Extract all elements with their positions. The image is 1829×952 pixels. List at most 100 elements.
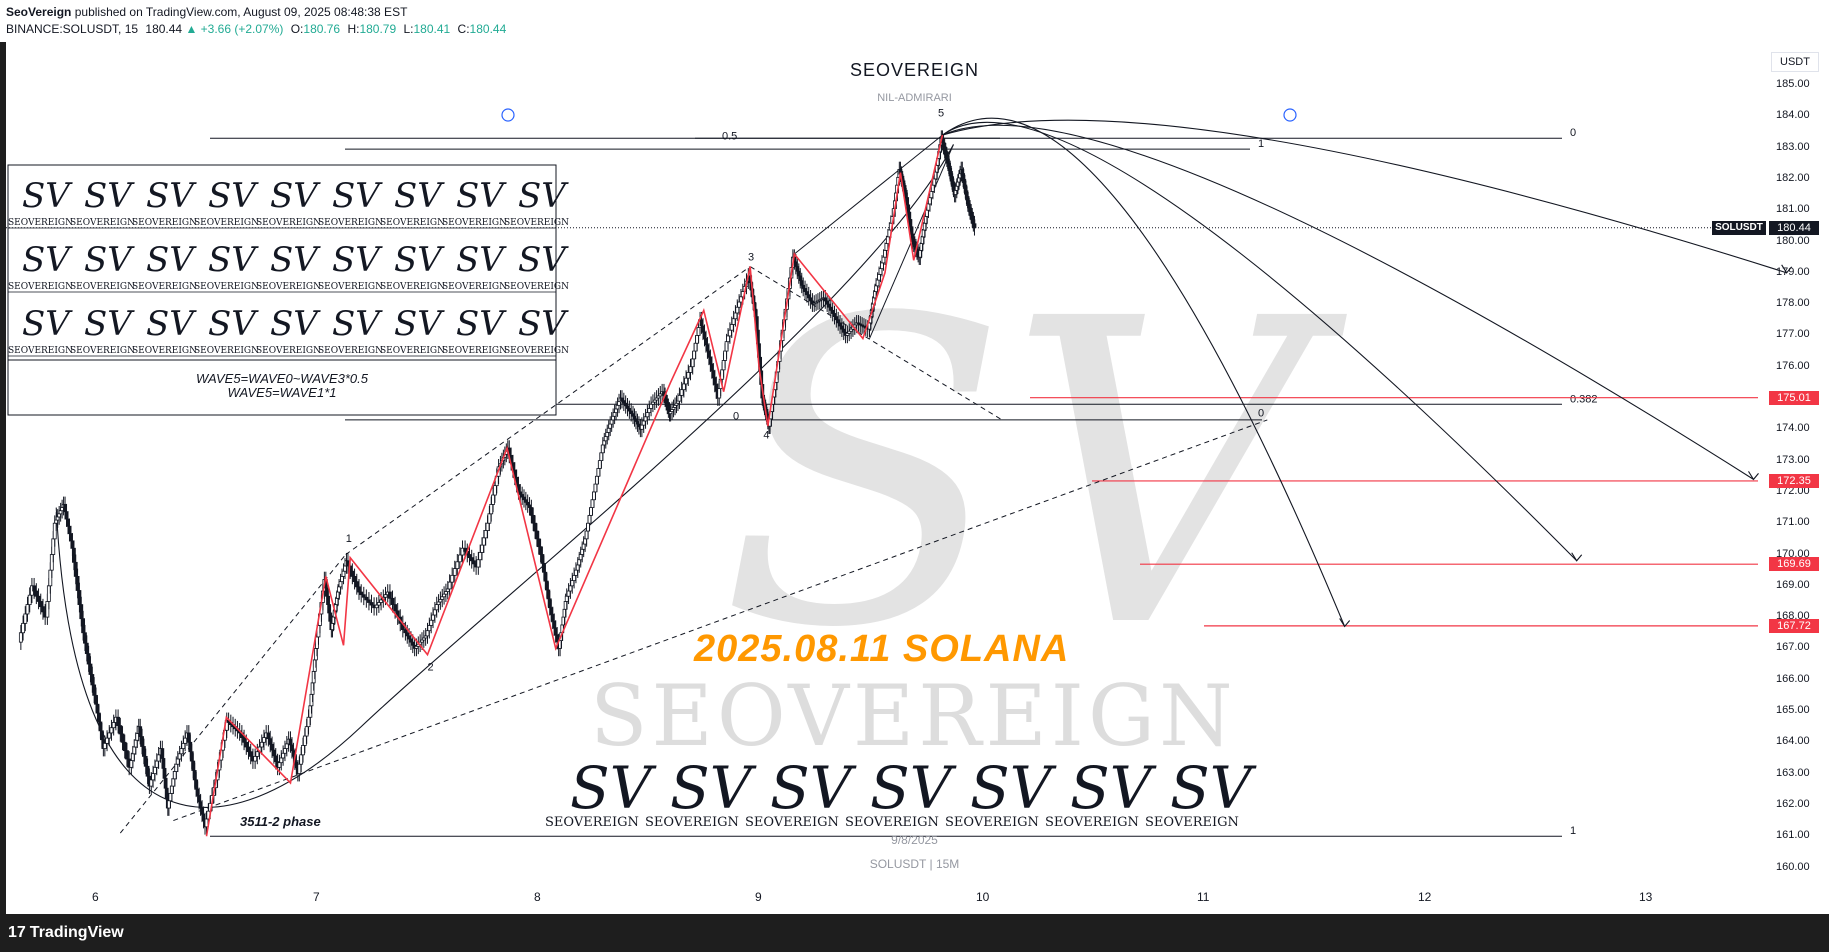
candle-body <box>284 743 289 749</box>
candle-body <box>272 749 276 757</box>
projection-arrowhead <box>1748 471 1759 481</box>
candle-body <box>452 568 457 576</box>
close-value: 180.44 <box>469 22 507 36</box>
logo-tile-word: SEOVEREIGN <box>318 282 383 292</box>
wave-label: 5 <box>938 107 944 119</box>
logo-tile-monogram: SV <box>332 240 383 280</box>
fib-label: 0 <box>733 410 739 422</box>
candle-body <box>480 544 484 553</box>
x-tick-label: 13 <box>1639 890 1653 904</box>
y-tick-label: 176.00 <box>1776 359 1810 372</box>
candle-body <box>273 755 278 763</box>
projection-arrowhead <box>1339 618 1351 628</box>
candle-body <box>538 546 543 555</box>
candle-body <box>369 602 374 606</box>
logo-tile-monogram: SV <box>270 176 321 216</box>
candle-body <box>458 554 462 563</box>
logo-tile-monogram: SV <box>208 304 259 344</box>
candle-body <box>641 420 646 426</box>
logo-tile-word: SEOVEREIGN <box>70 218 135 228</box>
candle-body <box>350 570 355 577</box>
logo-tile-word: SEOVEREIGN <box>380 218 445 228</box>
candle-body <box>183 737 188 744</box>
candle-body <box>647 408 652 414</box>
logo-tile-monogram: SV <box>270 304 321 344</box>
candle-body <box>427 625 432 632</box>
candle-body <box>531 514 536 524</box>
candle-body <box>140 736 144 747</box>
candle-body <box>361 594 366 598</box>
wave-label: 2 <box>428 661 434 673</box>
wave-annotation: WAVE5=WAVE0~WAVE3*0.5 WAVE5=WAVE1*1 <box>8 372 556 400</box>
candle-body <box>262 737 266 743</box>
logo-tile-monogram: SV <box>518 304 569 344</box>
bottom-logo-monogram: SV <box>1170 754 1257 822</box>
candle-body <box>808 297 813 302</box>
candle-body <box>374 604 379 609</box>
y-tick-label: 170.00 <box>1776 547 1810 560</box>
logo-tile-monogram: SV <box>518 176 569 216</box>
candle-body <box>297 763 302 775</box>
candle-body <box>73 561 78 577</box>
candle-body <box>485 522 490 531</box>
candle-body <box>111 722 116 729</box>
current-price-tag: 180.44 <box>1769 220 1819 235</box>
tradingview-logo-icon: 17 <box>8 924 26 941</box>
watermark-brand-big: SEOVEREIGN <box>590 667 1237 765</box>
candle-body <box>825 300 830 305</box>
candle-body <box>253 755 258 762</box>
x-tick-label: 12 <box>1418 890 1432 904</box>
logo-tile-monogram: SV <box>84 304 135 344</box>
candle-body <box>478 552 483 561</box>
candle-body <box>27 594 32 605</box>
candle-body <box>21 622 25 634</box>
candle-body <box>25 604 30 615</box>
x-tick-label: 10 <box>976 890 990 904</box>
candle-body <box>143 755 148 767</box>
candle-body <box>92 684 97 696</box>
logo-tile-word: SEOVEREIGN <box>194 282 259 292</box>
dashed-channel-line <box>119 554 347 834</box>
anchor-circle <box>501 108 515 122</box>
logo-tile-word: SEOVEREIGN <box>256 346 321 356</box>
candle-body <box>483 530 488 539</box>
logo-tile-word: SEOVEREIGN <box>132 346 197 356</box>
candle-body <box>357 586 361 593</box>
dashed-channel-line <box>749 266 1003 421</box>
currency-label[interactable]: USDT <box>1771 52 1819 72</box>
logo-tile-word: SEOVEREIGN <box>504 282 569 292</box>
bottom-logo-word: SEOVEREIGN <box>745 815 839 830</box>
logo-tile-monogram: SV <box>208 176 259 216</box>
candle-body <box>679 389 684 396</box>
watermark-symbol: SOLUSDT | 15M <box>869 857 960 871</box>
candle-body <box>122 741 127 752</box>
high-label: H: <box>347 22 360 36</box>
y-tick-label: 182.00 <box>1776 171 1810 184</box>
candle-body <box>81 618 86 634</box>
tradingview-logo-text: TradingView <box>29 924 124 941</box>
tradingview-logo[interactable]: 17 TradingView <box>8 924 124 942</box>
logo-tile-word: SEOVEREIGN <box>194 346 259 356</box>
logo-tile-word: SEOVEREIGN <box>8 346 73 356</box>
y-tick-label: 183.00 <box>1776 140 1810 153</box>
x-tick-label: 8 <box>534 890 541 904</box>
candle-body <box>102 742 107 749</box>
candle-body <box>728 329 732 337</box>
candle-body <box>803 288 807 292</box>
candle-body <box>566 590 571 597</box>
candle-body <box>493 485 497 496</box>
candle-body <box>804 291 809 296</box>
symbol-name[interactable]: BINANCE:SOLUSDT, 15 <box>6 22 139 36</box>
publisher-name[interactable]: SeoVereign <box>6 5 72 19</box>
candle-body <box>409 638 413 643</box>
logo-tile-monogram: SV <box>456 176 507 216</box>
support-curve <box>55 144 954 808</box>
candle-body <box>367 599 371 603</box>
candle-body <box>841 328 846 333</box>
candle-body <box>86 653 91 665</box>
candle-body <box>823 297 828 302</box>
x-tick-label: 11 <box>1197 890 1210 904</box>
candle-body <box>410 641 415 646</box>
bottom-logo-monogram: SV <box>870 754 957 822</box>
candle-body <box>352 576 357 583</box>
